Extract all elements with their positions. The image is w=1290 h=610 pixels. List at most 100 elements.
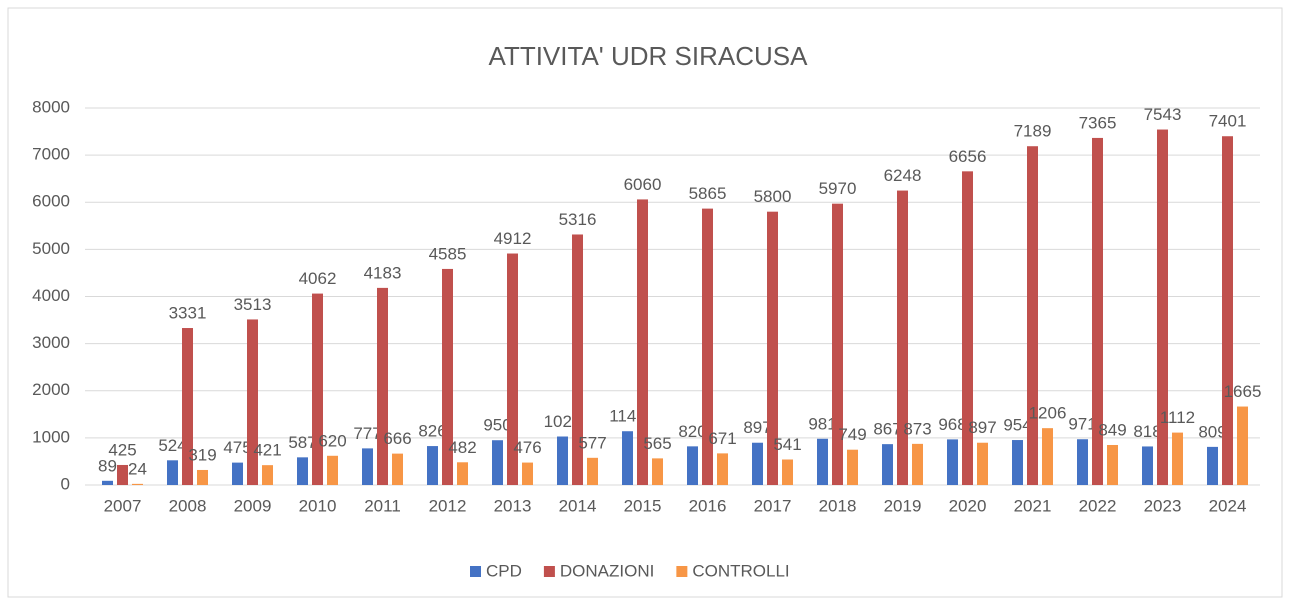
bar: [1042, 428, 1053, 485]
bar: [1107, 444, 1118, 485]
bar: [132, 483, 143, 485]
bar: [702, 208, 713, 485]
data-label: 89: [98, 456, 117, 475]
data-label: 6248: [884, 166, 922, 185]
x-tick-label: 2010: [299, 496, 337, 515]
data-label: 968: [938, 415, 966, 434]
data-label: 541: [773, 435, 801, 454]
y-tick-label: 2000: [32, 380, 70, 399]
data-label: 849: [1098, 420, 1126, 439]
legend-swatch: [676, 566, 688, 577]
x-tick-label: 2013: [494, 496, 532, 515]
bar: [572, 234, 583, 485]
bar: [507, 253, 518, 485]
data-label: 981: [808, 414, 836, 433]
data-label: 1665: [1224, 382, 1262, 401]
data-label: 1141: [609, 407, 646, 426]
y-tick-label: 5000: [32, 239, 70, 258]
x-tick-label: 2012: [429, 496, 467, 515]
bar: [717, 453, 728, 485]
data-label: 524: [158, 436, 186, 455]
data-label: 873: [903, 419, 931, 438]
data-label: 749: [838, 425, 866, 444]
data-label: 950: [483, 416, 511, 435]
data-label: 954: [1003, 416, 1031, 435]
x-tick-label: 2016: [689, 496, 727, 515]
data-label: 482: [448, 438, 476, 457]
legend-label: DONAZIONI: [560, 561, 654, 580]
data-label: 425: [108, 440, 136, 459]
y-tick-label: 0: [61, 474, 70, 493]
bar: [587, 457, 598, 485]
data-label: 475: [223, 438, 251, 457]
data-label: 6656: [949, 147, 987, 166]
data-label: 777: [353, 424, 381, 443]
bar: [262, 465, 273, 485]
legend-label: CPD: [486, 561, 522, 580]
data-label: 7543: [1144, 105, 1182, 124]
bar: [457, 462, 468, 485]
data-label: 4585: [429, 244, 467, 263]
data-label: 319: [188, 445, 216, 464]
data-label: 818: [1133, 422, 1161, 441]
bar: [312, 293, 323, 485]
bar: [1172, 432, 1183, 485]
data-label: 809: [1198, 422, 1226, 441]
x-tick-label: 2024: [1209, 496, 1247, 515]
x-tick-label: 2015: [624, 496, 662, 515]
bar: [557, 436, 568, 485]
x-tick-label: 2011: [364, 496, 401, 515]
data-label: 577: [578, 433, 606, 452]
data-label: 6060: [624, 175, 662, 194]
bar: [622, 431, 633, 485]
bar: [847, 449, 858, 485]
bar: [442, 268, 453, 485]
bar: [182, 328, 193, 485]
bar: [1012, 440, 1023, 485]
bar: [1027, 146, 1038, 485]
data-label: 897: [968, 418, 996, 437]
legend-swatch: [543, 566, 555, 577]
x-tick-label: 2009: [234, 496, 272, 515]
bar: [377, 287, 388, 485]
bar: [637, 199, 648, 486]
y-tick-label: 3000: [32, 333, 70, 352]
y-tick-label: 8000: [32, 97, 70, 116]
data-label: 666: [383, 429, 411, 448]
data-label: 826: [418, 422, 446, 441]
bar: [1092, 137, 1103, 485]
legend-label: CONTROLLI: [692, 561, 789, 580]
bar: [1157, 129, 1168, 485]
x-tick-label: 2008: [169, 496, 207, 515]
chart-title: ATTIVITA' UDR SIRACUSA: [489, 41, 809, 71]
bar: [782, 459, 793, 485]
bar: [832, 203, 843, 485]
bar: [167, 460, 178, 485]
x-tick-label: 2022: [1079, 496, 1117, 515]
bar: [247, 319, 258, 485]
bar: [1207, 446, 1218, 485]
bar: [912, 443, 923, 485]
data-label: 7189: [1014, 122, 1052, 141]
x-tick-label: 2018: [819, 496, 857, 515]
data-label: 4912: [494, 229, 532, 248]
x-tick-label: 2007: [104, 496, 142, 515]
data-label: 620: [318, 431, 346, 450]
bar: [102, 480, 113, 485]
data-label: 4062: [299, 269, 337, 288]
bar: [652, 458, 663, 485]
bar: [1077, 439, 1088, 485]
data-label: 4183: [364, 263, 402, 282]
bar: [1237, 406, 1248, 485]
x-tick-label: 2023: [1144, 496, 1182, 515]
bar: [882, 444, 893, 485]
bar: [427, 446, 438, 485]
x-tick-label: 2019: [884, 496, 922, 515]
x-tick-label: 2021: [1014, 496, 1052, 515]
data-label: 5800: [754, 187, 792, 206]
bar: [327, 455, 338, 485]
data-label: 476: [513, 438, 541, 457]
bar: [767, 211, 778, 486]
x-tick-label: 2017: [754, 496, 792, 515]
